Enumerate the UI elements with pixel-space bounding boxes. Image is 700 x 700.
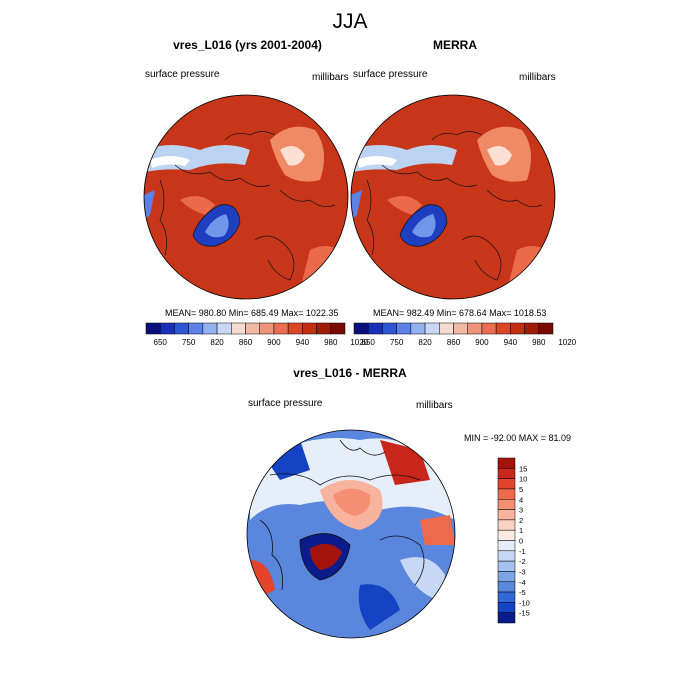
panel-1-colorbar-tick-label: 1020 [350,338,368,347]
panel-2-colorbar-swatch [510,322,525,335]
panel-1-colorbar-swatch [245,322,260,335]
panel-3-colorbar-swatch [497,612,516,624]
figure-title: JJA [332,10,368,33]
panel-1-colorbar-tick-label: 650 [154,338,168,347]
panel-3-colorbar-tick-label: -10 [519,598,530,607]
panel-3-colorbar-swatch [497,488,516,500]
panel-3-colorbar-swatch [497,519,516,531]
panel-1-colorbar-tick-label: 820 [210,338,224,347]
panel-3-colorbar-swatch [497,540,516,552]
panel-3-units-label: millibars [416,400,453,411]
panel-2-colorbar-swatch [495,322,511,335]
panel-1-colorbar-swatch [159,322,175,335]
panel-1-variable-label: surface pressure [145,69,220,80]
panel-3-colorbar-tick-label: -1 [519,547,526,556]
panel-3-colorbar-swatch [497,581,516,593]
panel-1-stats: MEAN= 980.80 Min= 685.49 Max= 1022.35 [165,308,339,318]
panel-3-colorbar-swatch [497,571,516,582]
panel-1-colorbar-swatch [273,322,289,335]
panel-1-colorbar: 650 750 820 860 900 940 980 1020 [145,322,369,347]
panel-3-stats: MIN = -92.00 MAX = 81.09 [464,433,572,443]
panel-2-colorbar-swatch [382,322,397,335]
panel-2-colorbar-tick-label: 750 [390,338,404,347]
panel-2-colorbar-swatch [524,322,540,335]
panel-3-colorbar-tick-label: 2 [519,516,523,525]
panel-2-colorbar-tick-label: 860 [447,338,461,347]
panel-1-colorbar-swatch [330,322,346,335]
panel-1-colorbar-tick-label: 750 [182,338,196,347]
panel-1-colorbar-swatch [316,322,332,335]
panel-3-colorbar-tick-label: 15 [519,464,527,473]
panel-3-colorbar-swatch [497,529,516,541]
panel-1-colorbar-tick-label: 980 [324,338,338,347]
panel-1-colorbar-tick-label: 900 [267,338,281,347]
panel-2-colorbar-tick-label: 820 [418,338,432,347]
panel-2-colorbar-swatch [367,322,383,335]
panel-1-title: vres_L016 (yrs 2001-2004) [173,38,322,52]
panel-2-colorbar-swatch [481,322,497,335]
panel-3-colorbar-tick-label: 3 [519,506,523,515]
panel-3-colorbar-tick-label: 10 [519,475,527,484]
panel-1-colorbar-swatch [287,322,303,335]
panel-2-colorbar-swatch [396,322,412,335]
panel-2-colorbar-tick-label: 900 [475,338,489,347]
panel-3-colorbar-swatch [497,591,516,603]
panel-2-colorbar-tick-label: 650 [362,338,376,347]
panel-3-colorbar-swatch [497,560,516,572]
panel-3-colorbar-swatch [497,499,516,510]
panel-1-map [143,94,349,300]
panel-2-units-label: millibars [519,72,556,83]
panel-3-colorbar-swatch [497,468,516,479]
panel-2-colorbar-tick-label: 1020 [558,338,576,347]
panel-3-colorbar-tick-label: 5 [519,485,523,494]
panel-1-colorbar-swatch [188,322,204,335]
panel-2-variable-label: surface pressure [353,69,428,80]
panel-3-colorbar-swatch [497,509,516,521]
panel-1-colorbar-swatch [259,322,275,335]
panel-1-colorbar-tick-label: 940 [296,338,310,347]
panel-3-colorbar-tick-label: -4 [519,578,526,587]
panel-2-colorbar-swatch [410,322,426,335]
panel-1-colorbar-swatch [302,322,317,335]
panel-1-colorbar-swatch [145,322,161,335]
panel-1-colorbar-swatch [202,322,218,335]
panel-2-colorbar-swatch [353,322,369,335]
panel-3-colorbar-swatch [497,550,516,562]
panel-2-colorbar-tick-label: 980 [532,338,546,347]
panel-2-stats: MEAN= 982.49 Min= 678.64 Max= 1018.53 [373,308,547,318]
panel-3-map [246,429,456,639]
panel-2-colorbar-swatch [538,322,554,335]
panel-3-colorbar-swatch [497,457,516,469]
panel-3-colorbar-tick-label: 4 [519,495,523,504]
panel-3-colorbar-tick-label: -5 [519,588,526,597]
panel-1-colorbar-tick-label: 860 [239,338,253,347]
panel-3-title: vres_L016 - MERRA [293,366,407,380]
panel-2-colorbar-swatch [453,322,468,335]
panel-2-colorbar: 650 750 820 860 900 940 980 1020 [353,322,577,347]
panel-2-colorbar-swatch [467,322,483,335]
panel-1-colorbar-swatch [231,322,246,335]
panel-3-colorbar-tick-label: -2 [519,557,526,566]
panel-2-title: MERRA [433,38,477,52]
panel-3-colorbar-swatch [497,602,516,613]
panel-3-colorbar-tick-label: 1 [519,526,523,535]
panel-2-colorbar-tick-label: 940 [504,338,518,347]
panel-1-colorbar-swatch [216,322,232,335]
panel-3-colorbar-tick-label: 0 [519,537,523,546]
panel-3-colorbar-tick-label: -3 [519,567,526,576]
panel-2-map [350,94,556,300]
panel-3-variable-label: surface pressure [248,398,323,409]
panel-3-colorbar-tick-label: -15 [519,609,530,618]
panel-3-colorbar-swatch [497,478,516,490]
panel-2-colorbar-swatch [424,322,440,335]
panel-1-units-label: millibars [312,72,349,83]
panel-2-colorbar-swatch [439,322,454,335]
panel-1-colorbar-swatch [174,322,189,335]
